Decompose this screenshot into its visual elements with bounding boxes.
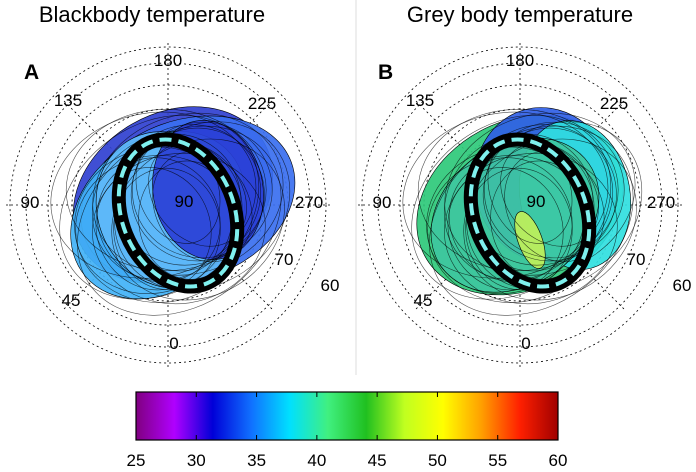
panel-b-angle-label-0: 0	[521, 334, 530, 353]
polar-grid-circle	[9, 46, 327, 364]
panel-a-angle-label-0: 0	[169, 334, 178, 353]
panel-a-title: Blackbody temperature	[39, 2, 265, 27]
panel-a-angle-label-90: 90	[21, 193, 40, 212]
panel-b-title: Grey body temperature	[407, 2, 633, 27]
panel-b-letter: B	[378, 61, 393, 84]
colorbar-tick-label: 35	[247, 451, 266, 470]
panel-a: Blackbody temperature A 180 135 225 90 2…	[3, 2, 339, 370]
panel-a-angle-label-135: 135	[54, 91, 82, 110]
panel-b-radial-label-60: 60	[673, 276, 692, 295]
contour-line	[443, 133, 594, 281]
contour-line	[444, 112, 636, 276]
contour-line	[65, 108, 267, 272]
panel-b-radial-label-90: 90	[527, 192, 546, 211]
panel-b-angle-label-270: 270	[647, 193, 675, 212]
boundary-ring-dashed	[116, 137, 240, 289]
boundary-ring-dashed	[468, 137, 592, 289]
contour-line	[111, 138, 285, 301]
panel-a-radial-label-70: 70	[275, 250, 294, 269]
colorbar-tick-label: 30	[187, 451, 206, 470]
colorbar-tick-labels: 25 30 35 40 45 50 55 60	[127, 451, 568, 470]
colorbar: 25 30 35 40 45 50 55 60	[127, 391, 568, 470]
contour-line	[130, 127, 265, 262]
contour-line	[417, 108, 619, 272]
contour-line	[444, 153, 618, 305]
panel-b-ring	[463, 132, 597, 294]
colorbar-tick-label: 45	[368, 451, 387, 470]
colorbar-ticks	[135, 392, 559, 440]
polar-grid-circle	[361, 46, 679, 364]
colorbar-tick-label: 25	[127, 451, 146, 470]
contour-line	[482, 127, 617, 262]
panel-a-angle-label-180: 180	[154, 51, 182, 70]
panel-b-angle-label-225: 225	[600, 94, 628, 113]
colorbar-tick-label: 40	[307, 451, 326, 470]
colorbar-tick-label: 50	[428, 451, 447, 470]
colorbar-tick-label: 60	[549, 451, 568, 470]
panel-b-angle-label-45: 45	[414, 291, 433, 310]
panel-a-letter: A	[24, 61, 39, 84]
panel-b-angle-label-180: 180	[506, 51, 534, 70]
panel-b-angle-label-135: 135	[406, 91, 434, 110]
contour-line	[92, 112, 284, 276]
contour-line	[463, 138, 637, 301]
panel-a-angle-label-270: 270	[295, 193, 323, 212]
colorbar-bar	[135, 391, 559, 441]
contour-line	[91, 133, 242, 281]
contour-line	[131, 121, 273, 259]
colorbar-tick-label: 55	[488, 451, 507, 470]
contour-line	[483, 121, 625, 259]
panel-b-angle-label-90: 90	[373, 193, 392, 212]
panel-a-angle-label-225: 225	[248, 94, 276, 113]
panel-b-radial-label-70: 70	[627, 250, 646, 269]
panel-a-radial-label-90: 90	[175, 192, 194, 211]
panel-a-radial-label-60: 60	[321, 276, 340, 295]
contour-line	[92, 153, 266, 305]
panel-b: Grey body temperature B 180 135 225 90 2…	[355, 2, 691, 370]
panel-a-ring	[111, 132, 245, 294]
panel-a-angle-label-45: 45	[62, 291, 81, 310]
